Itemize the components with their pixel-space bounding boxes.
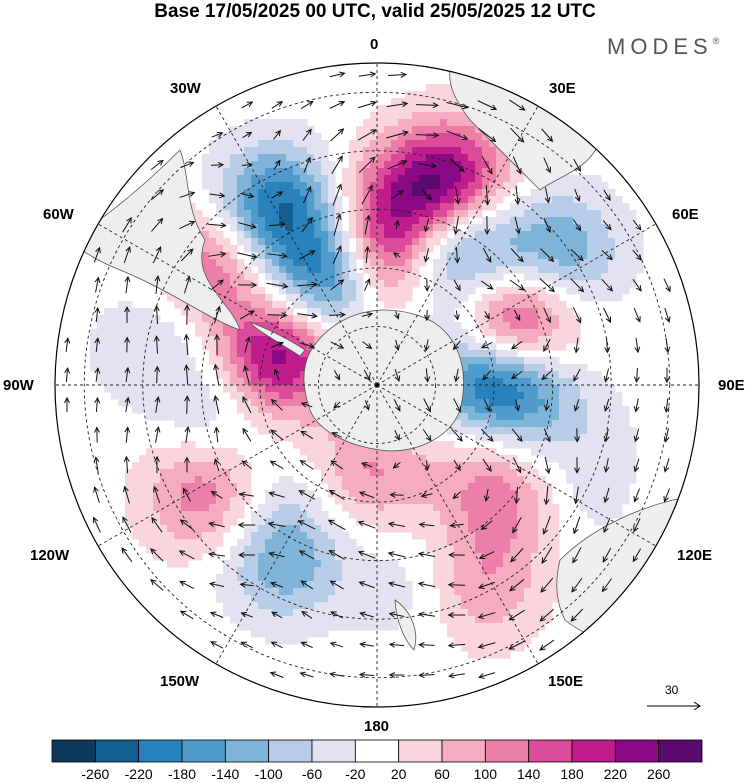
colorbar-label: 180 [560,766,584,782]
colorbar-label: -220 [124,766,153,782]
lon-label-90w: 90W [3,377,34,394]
lon-label-120e: 120E [677,547,713,564]
colorbar-label: -60 [301,766,323,782]
map-boundary [54,62,700,708]
colorbar-swatch [138,739,183,763]
colorbar-label: -180 [167,766,197,782]
colorbar-swatch [181,739,226,763]
colorbar-swatch [94,739,140,763]
colorbar-swatch [268,739,313,763]
lon-label-90e: 90E [718,377,745,394]
colorbar-label: 140 [516,766,541,782]
colorbar-swatch [398,739,443,763]
colorbar-swatch [614,739,660,763]
colorbar [51,739,703,763]
lon-label-150e: 150E [548,673,584,690]
reference-vector-label: 30 [665,683,679,697]
colorbar-label: 20 [390,766,407,782]
graticule [55,63,699,707]
colorbar-label: -100 [254,766,283,782]
lon-label-60e: 60E [672,206,699,223]
lon-label-30e: 30E [549,80,576,97]
colorbar-label: -140 [211,766,240,782]
antarctica [303,309,464,452]
colorbar-label: 220 [603,766,628,782]
colorbar-label: 60 [434,766,450,782]
colorbar-label: -260 [81,766,110,782]
colorbar-swatch [484,739,530,763]
reference-vector [647,701,701,711]
lon-label-60w: 60W [43,206,74,223]
lon-label-0: 0 [370,36,379,53]
colorbar-swatch [658,739,703,763]
lon-label-30w: 30W [170,80,201,97]
colorbar-swatch [224,739,270,763]
wind-vectors [64,71,671,679]
pole-marker [375,383,379,387]
colorbar-label: 100 [473,766,498,782]
colorbar-swatch [311,739,356,763]
colorbar-swatch [51,739,96,763]
colorbar-swatch [354,739,400,763]
lon-label-120w: 120W [30,547,70,564]
colorbar-label: 260 [646,766,671,782]
lon-label-150w: 150W [160,673,200,690]
colorbar-label: -20 [345,766,366,782]
colorbar-swatch [571,739,616,763]
modes-logo: MODES® [607,34,720,59]
lon-label-180: 180 [364,718,390,735]
south-america [69,149,241,331]
colorbar-swatch [528,739,573,763]
map-title: Base 17/05/2025 00 UTC, valid 25/05/2025… [154,1,596,22]
colorbar-swatch [441,739,486,763]
